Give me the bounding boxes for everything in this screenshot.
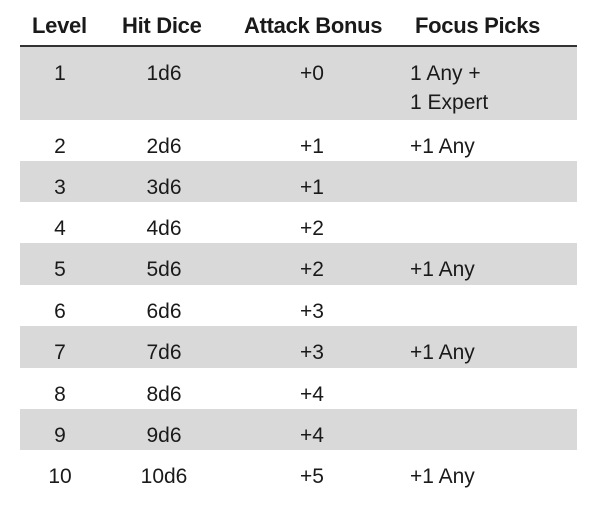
header-focus-picks: Focus Picks [415, 13, 540, 39]
cell-hit-dice-text: 5d6 [146, 255, 181, 284]
table-row: 8 8d6 +4 [20, 368, 577, 409]
cell-level-text: 9 [54, 421, 66, 450]
cell-level-text: 5 [54, 255, 66, 284]
cell-attack-bonus-text: +4 [300, 421, 324, 450]
table-row: 5 5d6 +2 +1 Any [20, 243, 577, 285]
cell-attack-bonus-text: +2 [300, 255, 324, 284]
cell-hit-dice-text: 8d6 [146, 380, 181, 409]
focus-pick-line: 1 Expert [410, 88, 488, 117]
cell-hit-dice-text: 6d6 [146, 297, 181, 326]
cell-attack-bonus-text: +3 [300, 338, 324, 367]
cell-level-text: 2 [54, 132, 66, 161]
table-body: 1 1d6 +0 1 Any +1 Expert 2 2d6 +1 +1 Any 3 3d6 +1 4… [20, 47, 577, 491]
focus-pick-line: +1 Any [410, 462, 475, 491]
cell-attack-bonus-text: +1 [300, 173, 324, 202]
cell-level-text: 4 [54, 214, 66, 243]
cell-hit-dice-text: 7d6 [146, 338, 181, 367]
cell-level-text: 7 [54, 338, 66, 367]
focus-pick-line: +1 Any [410, 132, 475, 161]
cell-focus-picks: +1 Any [410, 338, 475, 367]
table-row: 7 7d6 +3 +1 Any [20, 326, 577, 368]
cell-focus-picks: +1 Any [410, 255, 475, 284]
cell-attack-bonus-text: +1 [300, 132, 324, 161]
focus-pick-line: +1 Any [410, 338, 475, 367]
cell-hit-dice-text: 3d6 [146, 173, 181, 202]
table-row: 10 10d6 +5 +1 Any [20, 450, 577, 491]
cell-level-text: 3 [54, 173, 66, 202]
cell-hit-dice-text: 1d6 [146, 59, 181, 88]
cell-focus-picks: +1 Any [410, 132, 475, 161]
cell-hit-dice-text: 4d6 [146, 214, 181, 243]
focus-pick-line: +1 Any [410, 255, 475, 284]
table-row: 3 3d6 +1 [20, 161, 577, 202]
header-hit-dice: Hit Dice [122, 13, 202, 39]
table-row: 4 4d6 +2 [20, 202, 577, 243]
cell-attack-bonus-text: +5 [300, 462, 324, 491]
cell-attack-bonus-text: +2 [300, 214, 324, 243]
cell-attack-bonus-text: +3 [300, 297, 324, 326]
header-level: Level [32, 13, 87, 39]
cell-level-text: 1 [54, 59, 66, 88]
table-row: 9 9d6 +4 [20, 409, 577, 450]
cell-level-text: 8 [54, 380, 66, 409]
table-row: 1 1d6 +0 1 Any +1 Expert [20, 47, 577, 120]
cell-hit-dice-text: 2d6 [146, 132, 181, 161]
cell-focus-picks: +1 Any [410, 462, 475, 491]
advancement-table: Level Hit Dice Attack Bonus Focus Picks … [20, 0, 577, 491]
cell-level-text: 6 [54, 297, 66, 326]
table-row: 2 2d6 +1 +1 Any [20, 120, 577, 161]
cell-hit-dice-text: 9d6 [146, 421, 181, 450]
focus-pick-line: 1 Any + [410, 59, 488, 88]
header-attack-bonus: Attack Bonus [244, 13, 382, 39]
cell-focus-picks: 1 Any +1 Expert [410, 59, 488, 117]
cell-level-text: 10 [48, 462, 71, 491]
table-row: 6 6d6 +3 [20, 285, 577, 326]
cell-attack-bonus-text: +0 [300, 59, 324, 88]
table-header: Level Hit Dice Attack Bonus Focus Picks [20, 0, 577, 47]
cell-attack-bonus-text: +4 [300, 380, 324, 409]
cell-hit-dice-text: 10d6 [141, 462, 188, 491]
